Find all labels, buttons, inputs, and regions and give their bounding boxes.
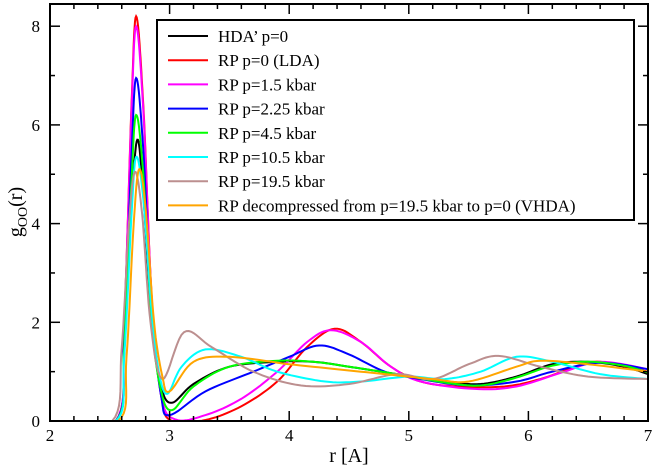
legend-label-1: RP p=0 (LDA) xyxy=(218,51,320,70)
series-line-2 xyxy=(50,24,649,422)
series-line-7 xyxy=(50,167,649,422)
y-tick-label: 4 xyxy=(32,215,41,234)
legend-label-4: RP p=4.5 kbar xyxy=(218,124,317,143)
x-axis-label: r [A] xyxy=(329,445,368,467)
y-tick-label: 6 xyxy=(32,116,41,135)
legend-label-5: RP p=10.5 kbar xyxy=(218,148,325,167)
legend-label-6: RP p=19.5 kbar xyxy=(218,172,325,191)
y-tick-label: 2 xyxy=(32,313,41,332)
x-tick-label: 5 xyxy=(405,426,414,445)
x-tick-label: 7 xyxy=(644,426,653,445)
legend-label-3: RP p=2.25 kbar xyxy=(218,100,325,119)
plot-frame xyxy=(49,3,649,422)
x-tick-label: 2 xyxy=(46,426,55,445)
legend-label-7: RP decompressed from p=19.5 kbar to p=0 … xyxy=(218,196,576,215)
series-line-3 xyxy=(50,76,649,422)
series-line-6 xyxy=(50,170,649,422)
y-tick-label: 0 xyxy=(32,412,41,431)
y-tick-label: 8 xyxy=(32,17,41,36)
x-tick-label: 4 xyxy=(285,426,294,445)
y-axis-label: gOO(r) xyxy=(5,187,31,237)
x-tick-label: 3 xyxy=(165,426,174,445)
legend-label-0: HDA’ p=0 xyxy=(218,27,288,46)
series-curves xyxy=(50,13,649,422)
legend-label-2: RP p=1.5 kbar xyxy=(218,75,317,94)
x-tick-label: 6 xyxy=(524,426,533,445)
legend-box xyxy=(156,19,635,221)
legend: HDA’ p=0 RP p=0 (LDA) RP p=1.5 kbar RP p=2.… xyxy=(156,19,635,221)
